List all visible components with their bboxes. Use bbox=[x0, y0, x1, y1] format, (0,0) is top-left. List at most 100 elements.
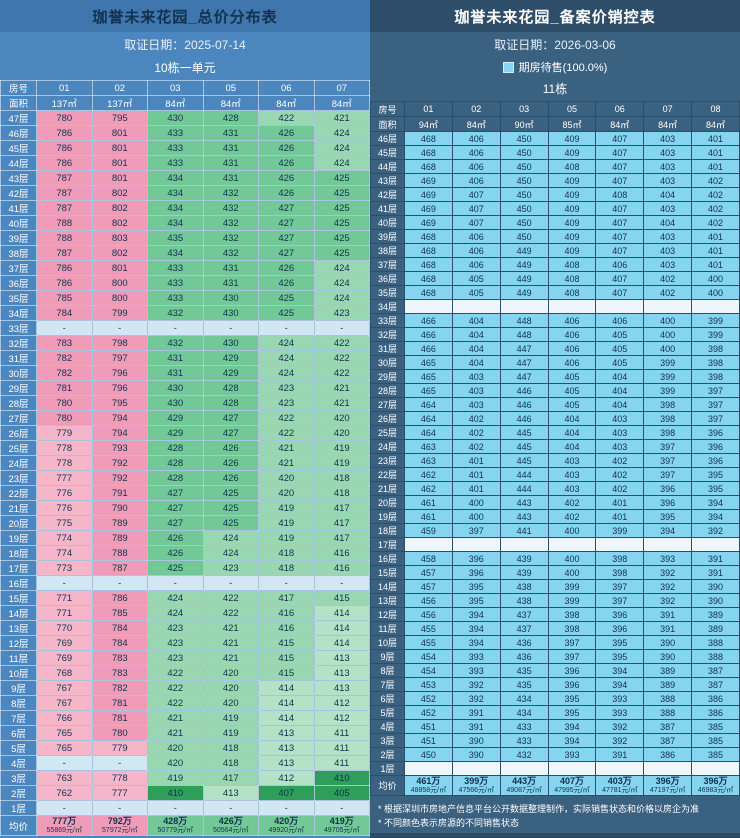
price-cell: 437 bbox=[499, 607, 549, 622]
price-cell: 784 bbox=[91, 635, 148, 651]
price-cell bbox=[499, 537, 549, 552]
price-cell: 393 bbox=[595, 691, 645, 706]
table-row: 1层 bbox=[370, 761, 740, 776]
price-cell: 399 bbox=[643, 355, 693, 370]
price-cell: 429 bbox=[147, 425, 204, 441]
price-cell: 397 bbox=[691, 397, 740, 412]
price-cell: 402 bbox=[691, 201, 740, 216]
price-cell: 468 bbox=[404, 243, 453, 258]
price-cell: 399 bbox=[547, 579, 597, 594]
price-cell: 401 bbox=[691, 145, 740, 160]
floor-label: 17层 bbox=[370, 537, 405, 552]
price-cell: 449 bbox=[499, 271, 549, 286]
header-row-units: 房号 01 02 03 05 06 07 bbox=[0, 80, 370, 96]
floor-label: 24层 bbox=[0, 455, 37, 471]
table-row: 19层 461 400 443 402 401 395 394 bbox=[370, 509, 740, 524]
price-cell: 449 bbox=[499, 257, 549, 272]
price-cell: 406 bbox=[451, 159, 501, 174]
price-cell: 389 bbox=[643, 677, 693, 692]
price-cell: 404 bbox=[595, 397, 645, 412]
price-cell: - bbox=[202, 320, 259, 336]
average-unit-price: 49705元/㎡ bbox=[324, 827, 360, 835]
price-cell: 400 bbox=[547, 523, 597, 538]
price-cell: 428 bbox=[202, 380, 259, 396]
price-cell: 398 bbox=[643, 411, 693, 426]
floor-label: 33层 bbox=[370, 313, 405, 328]
price-cell: 428 bbox=[147, 470, 204, 486]
table-row: 30层 782 796 431 429 424 422 bbox=[0, 365, 370, 381]
price-cell: 396 bbox=[643, 481, 693, 496]
price-cell: 786 bbox=[36, 155, 93, 171]
price-cell: 423 bbox=[313, 305, 370, 321]
price-cell: 409 bbox=[547, 201, 597, 216]
price-cell: 394 bbox=[691, 509, 740, 524]
price-cell: 412 bbox=[313, 695, 370, 711]
price-cell: 385 bbox=[691, 719, 740, 734]
floor-label: 29层 bbox=[370, 369, 405, 384]
floor-label: 3层 bbox=[370, 733, 405, 748]
floor-label: 40层 bbox=[0, 215, 37, 231]
price-cell: 424 bbox=[147, 605, 204, 621]
floor-label: 37层 bbox=[370, 257, 405, 272]
price-cell: 403 bbox=[643, 145, 693, 160]
price-cell: 424 bbox=[313, 260, 370, 276]
price-cell: - bbox=[147, 320, 204, 336]
floor-label: 45层 bbox=[370, 145, 405, 160]
price-cell: 395 bbox=[595, 635, 645, 650]
header-row-areas: 面积 137㎡ 137㎡ 84㎡ 84㎡ 84㎡ 84㎡ bbox=[0, 95, 370, 111]
record-price-panel: 珈誉未来花园_备案价销控表 取证日期：2026-03-06 期房待售(100.0… bbox=[370, 0, 740, 838]
price-cell: 426 bbox=[258, 170, 315, 186]
price-cell: 417 bbox=[313, 530, 370, 546]
price-cell: 406 bbox=[595, 257, 645, 272]
average-total: 792万 bbox=[107, 816, 132, 826]
price-cell: 439 bbox=[499, 551, 549, 566]
price-cell: 406 bbox=[547, 313, 597, 328]
price-cell: 398 bbox=[595, 551, 645, 566]
average-total: 426万 bbox=[218, 816, 243, 826]
price-cell: 421 bbox=[202, 635, 259, 651]
price-cell: 399 bbox=[691, 313, 740, 328]
floor-label: 11层 bbox=[370, 621, 405, 636]
price-cell: 790 bbox=[91, 500, 148, 516]
price-cell: 413 bbox=[258, 740, 315, 756]
price-cell: 802 bbox=[91, 185, 148, 201]
price-cell: 424 bbox=[313, 290, 370, 306]
table-row: 42层 787 802 434 432 426 425 bbox=[0, 185, 370, 201]
price-cell: 394 bbox=[691, 495, 740, 510]
price-cell: 431 bbox=[202, 260, 259, 276]
price-cell: 402 bbox=[643, 285, 693, 300]
floor-label: 6层 bbox=[0, 725, 37, 741]
price-cell: 445 bbox=[499, 453, 549, 468]
price-cell: - bbox=[36, 575, 93, 591]
price-cell: 449 bbox=[499, 243, 549, 258]
price-cell: 425 bbox=[313, 185, 370, 201]
floor-label: 23层 bbox=[370, 453, 405, 468]
price-cell: 425 bbox=[202, 485, 259, 501]
price-cell: 407 bbox=[451, 215, 501, 230]
table-row: 3层 451 390 433 394 392 387 385 bbox=[370, 733, 740, 748]
floor-label: 20层 bbox=[0, 515, 37, 531]
price-cell: 408 bbox=[547, 285, 597, 300]
price-cell: 450 bbox=[499, 173, 549, 188]
price-cell: 390 bbox=[451, 733, 501, 748]
table-row: 1层 - - - - - - bbox=[0, 800, 370, 816]
price-cell: 398 bbox=[643, 425, 693, 440]
price-cell: 786 bbox=[36, 125, 93, 141]
price-cell: 392 bbox=[643, 593, 693, 608]
table-row: 43层 787 801 434 431 426 425 bbox=[0, 170, 370, 186]
price-cell bbox=[643, 761, 693, 776]
price-cell: 397 bbox=[643, 467, 693, 482]
total-price-table: 房号 01 02 03 05 06 07 面积 137㎡ 137㎡ 84㎡ 84㎡ 84㎡ 84㎡ 47层 7… bbox=[0, 80, 370, 837]
price-cell: 416 bbox=[313, 560, 370, 576]
average-cell: 399万 47566元/㎡ bbox=[451, 774, 501, 797]
floor-label: 13层 bbox=[370, 593, 405, 608]
price-cell: 444 bbox=[499, 481, 549, 496]
price-cell: 780 bbox=[91, 725, 148, 741]
price-cell: 454 bbox=[404, 663, 453, 678]
floor-label: 19层 bbox=[0, 530, 37, 546]
table-row: 27层 780 794 429 427 422 420 bbox=[0, 410, 370, 426]
price-cell: 389 bbox=[643, 663, 693, 678]
price-cell: 401 bbox=[691, 159, 740, 174]
price-cell: 429 bbox=[147, 410, 204, 426]
